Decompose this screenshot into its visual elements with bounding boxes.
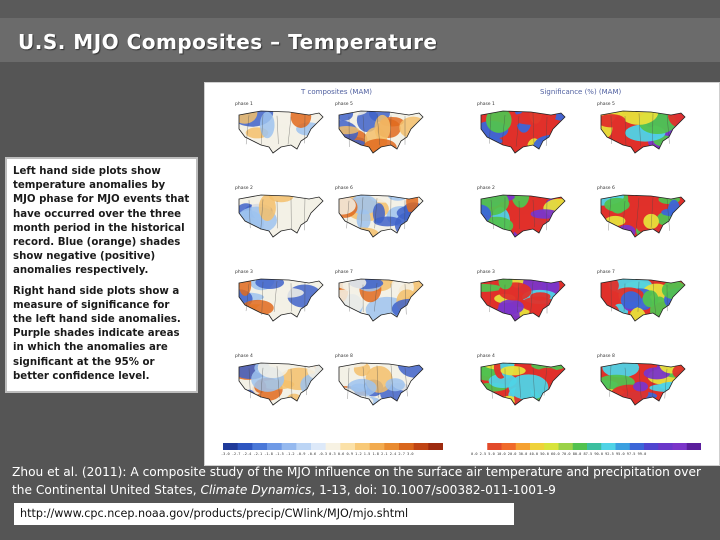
colorbar-swatch [601,443,616,450]
colorbar-swatch [501,443,517,450]
mjo-composite-figure: T composites (MAM) Significance (%) (MAM… [204,82,720,466]
colorbar-swatch [413,443,429,450]
citation-journal: Climate Dynamics [200,483,312,497]
colorbar-swatch [615,443,631,450]
colorbar-swatch [267,443,283,450]
colorbar-swatch [672,443,688,450]
colorbar-swatch [544,443,559,450]
right-map-panel: phase 2 [473,185,573,247]
explanation-paragraph-right: Right hand side plots show a measure of … [13,285,181,382]
right-colorbar [473,443,701,450]
colorbar-swatch [686,443,701,450]
panel-label: phase 3 [477,270,495,275]
colorbar-swatch [311,443,327,450]
colorbar-swatch [384,443,400,450]
colorbar-swatch [399,443,415,450]
colorbar-swatch [325,443,341,450]
panel-label: phase 5 [597,102,615,107]
colorbar-swatch [572,443,588,450]
citation-suffix: , 1-13, doi: 10.1007/s00382-011-1001-9 [311,483,556,497]
right-figure-header: Significance (%) (MAM) [540,88,622,96]
left-colorbar-ticks: -3.0 -2.7 -2.4 -2.1 -1.8 -1.5 -1.2 -0.9 … [221,452,414,456]
colorbar-swatch [428,443,443,450]
right-map-panel: phase 5 [593,101,693,163]
colorbar-swatch [530,443,545,450]
slide-title: U.S. MJO Composites – Temperature [18,30,438,54]
panel-label: phase 2 [235,186,253,191]
colorbar-swatch [487,443,502,450]
url-box: http://www.cpc.ncep.noaa.gov/products/pr… [14,503,514,525]
citation-prefix: Zhou et al. (2011): A composite study of… [12,465,701,497]
panel-label: phase 1 [235,102,253,107]
panel-label: phase 3 [235,270,253,275]
left-map-panel: phase 8 [331,353,431,415]
right-map-panel: phase 1 [473,101,573,163]
right-map-panel: phase 4 [473,353,573,415]
panel-label: phase 1 [477,102,495,107]
right-map-panel: phase 8 [593,353,693,415]
right-map-panel: phase 3 [473,269,573,331]
left-map-panel: phase 2 [231,185,331,247]
panel-label: phase 4 [235,354,253,359]
colorbar-swatch [644,443,659,450]
colorbar-swatch [658,443,673,450]
left-map-panel: phase 3 [231,269,331,331]
panel-label: phase 4 [477,354,495,359]
explanation-paragraph-left: Left hand side plots show temperature an… [13,166,190,277]
right-colorbar-ticks: 0.0 2.5 5.0 10.0 20.0 30.0 40.0 50.0 60.… [471,452,647,456]
colorbar-swatch [223,443,239,450]
colorbar-swatch [587,443,602,450]
panel-label: phase 7 [597,270,615,275]
colorbar-swatch [355,443,371,450]
colorbar-swatch [340,443,356,450]
colorbar-swatch [473,443,488,450]
colorbar-swatch [369,443,385,450]
panel-label: phase 5 [335,102,353,107]
panel-label: phase 7 [335,270,353,275]
panel-label: phase 2 [477,186,495,191]
colorbar-swatch [629,443,645,450]
left-map-panel: phase 5 [331,101,431,163]
left-map-panel: phase 7 [331,269,431,331]
colorbar-swatch [296,443,312,450]
panel-label: phase 6 [597,186,615,191]
left-map-panel: phase 1 [231,101,331,163]
colorbar-swatch [515,443,531,450]
colorbar-swatch [237,443,253,450]
right-map-panel: phase 7 [593,269,693,331]
citation: Zhou et al. (2011): A composite study of… [12,463,712,499]
panel-label: phase 6 [335,186,353,191]
panel-label: phase 8 [597,354,615,359]
explanation-textbox: Left hand side plots show temperature an… [5,157,198,393]
left-figure-header: T composites (MAM) [301,88,373,96]
right-map-panel: phase 6 [593,185,693,247]
colorbar-swatch [558,443,574,450]
title-bar [0,18,720,62]
colorbar-swatch [252,443,268,450]
colorbar-swatch [281,443,297,450]
left-map-panel: phase 6 [331,185,431,247]
left-colorbar [223,443,443,450]
panel-label: phase 8 [335,354,353,359]
left-map-panel: phase 4 [231,353,331,415]
mjo-link[interactable]: http://www.cpc.ncep.noaa.gov/products/pr… [20,507,409,520]
